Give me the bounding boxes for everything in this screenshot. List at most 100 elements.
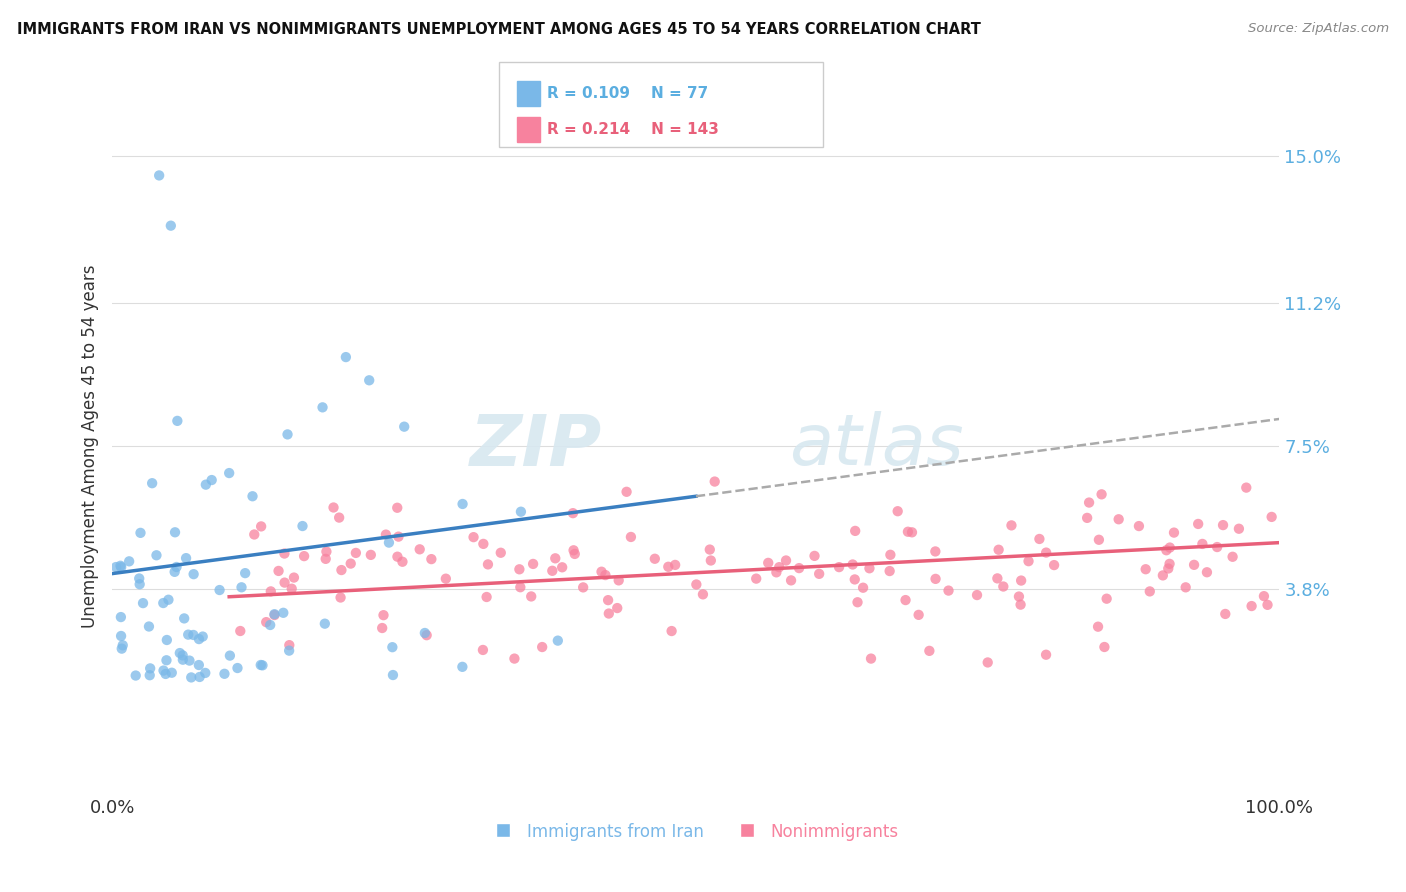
- Point: [415, 628, 437, 642]
- Point: [547, 633, 569, 648]
- Point: [339, 557, 361, 571]
- Point: [434, 572, 457, 586]
- Point: [155, 667, 177, 681]
- Point: [775, 553, 797, 567]
- Point: [756, 556, 779, 570]
- Point: [233, 566, 256, 581]
- Text: R = 0.214    N = 143: R = 0.214 N = 143: [547, 121, 718, 136]
- Point: [844, 573, 866, 587]
- Point: [132, 596, 155, 610]
- Point: [292, 549, 315, 563]
- Point: [1227, 522, 1250, 536]
- Point: [1010, 574, 1032, 588]
- Point: [110, 558, 132, 573]
- Point: [226, 661, 249, 675]
- Point: [844, 524, 866, 538]
- Point: [661, 624, 683, 638]
- Point: [191, 630, 214, 644]
- Point: [145, 548, 167, 562]
- Point: [163, 565, 186, 579]
- Point: [172, 653, 194, 667]
- Point: [183, 628, 205, 642]
- Point: [359, 373, 381, 387]
- Point: [280, 582, 302, 596]
- Point: [152, 596, 174, 610]
- Point: [183, 567, 205, 582]
- Point: [544, 551, 567, 566]
- Point: [1108, 512, 1130, 526]
- Y-axis label: Unemployment Among Ages 45 to 54 years: Unemployment Among Ages 45 to 54 years: [80, 264, 98, 628]
- Point: [177, 627, 200, 641]
- Point: [1043, 558, 1066, 573]
- Point: [283, 571, 305, 585]
- Point: [155, 653, 177, 667]
- Point: [780, 574, 803, 588]
- Point: [509, 505, 531, 519]
- Point: [173, 611, 195, 625]
- Point: [986, 571, 1008, 585]
- Point: [252, 658, 274, 673]
- Point: [1090, 487, 1112, 501]
- Point: [1260, 509, 1282, 524]
- Point: [509, 580, 531, 594]
- Point: [276, 427, 298, 442]
- Point: [1008, 590, 1031, 604]
- Point: [157, 592, 180, 607]
- Point: [180, 670, 202, 684]
- Point: [1078, 495, 1101, 509]
- Point: [700, 553, 723, 567]
- Point: [374, 527, 396, 541]
- Point: [531, 640, 554, 654]
- Text: atlas: atlas: [789, 411, 965, 481]
- Point: [858, 561, 880, 575]
- Point: [104, 560, 127, 574]
- Point: [273, 575, 295, 590]
- Point: [219, 648, 242, 663]
- Point: [1035, 648, 1057, 662]
- Point: [250, 519, 273, 533]
- Point: [620, 530, 643, 544]
- Point: [1094, 640, 1116, 654]
- Point: [387, 500, 409, 515]
- Point: [378, 535, 401, 549]
- Point: [381, 640, 404, 655]
- Point: [271, 606, 294, 620]
- Point: [591, 565, 613, 579]
- Point: [208, 582, 231, 597]
- Point: [267, 564, 290, 578]
- Point: [685, 577, 707, 591]
- Point: [860, 651, 883, 665]
- Point: [924, 572, 946, 586]
- Point: [128, 577, 150, 591]
- Point: [263, 607, 285, 622]
- Point: [371, 621, 394, 635]
- Point: [315, 544, 337, 558]
- Point: [644, 551, 666, 566]
- Point: [551, 560, 574, 574]
- Point: [1187, 516, 1209, 531]
- Text: R = 0.109    N = 77: R = 0.109 N = 77: [547, 86, 709, 101]
- Point: [188, 632, 211, 646]
- Point: [179, 654, 201, 668]
- Point: [328, 510, 350, 524]
- Point: [1257, 598, 1279, 612]
- Point: [160, 665, 183, 680]
- Point: [1156, 543, 1178, 558]
- Point: [1139, 584, 1161, 599]
- Point: [214, 666, 236, 681]
- Point: [243, 527, 266, 541]
- Point: [522, 557, 544, 571]
- Point: [166, 414, 188, 428]
- Point: [169, 646, 191, 660]
- Point: [138, 619, 160, 633]
- Point: [477, 558, 499, 572]
- Point: [111, 641, 134, 656]
- Point: [391, 555, 413, 569]
- Point: [322, 500, 344, 515]
- Point: [329, 591, 352, 605]
- Point: [231, 580, 253, 594]
- Point: [218, 466, 240, 480]
- Text: IMMIGRANTS FROM IRAN VS NONIMMIGRANTS UNEMPLOYMENT AMONG AGES 45 TO 54 YEARS COR: IMMIGRANTS FROM IRAN VS NONIMMIGRANTS UN…: [17, 22, 981, 37]
- Point: [128, 572, 150, 586]
- Point: [699, 542, 721, 557]
